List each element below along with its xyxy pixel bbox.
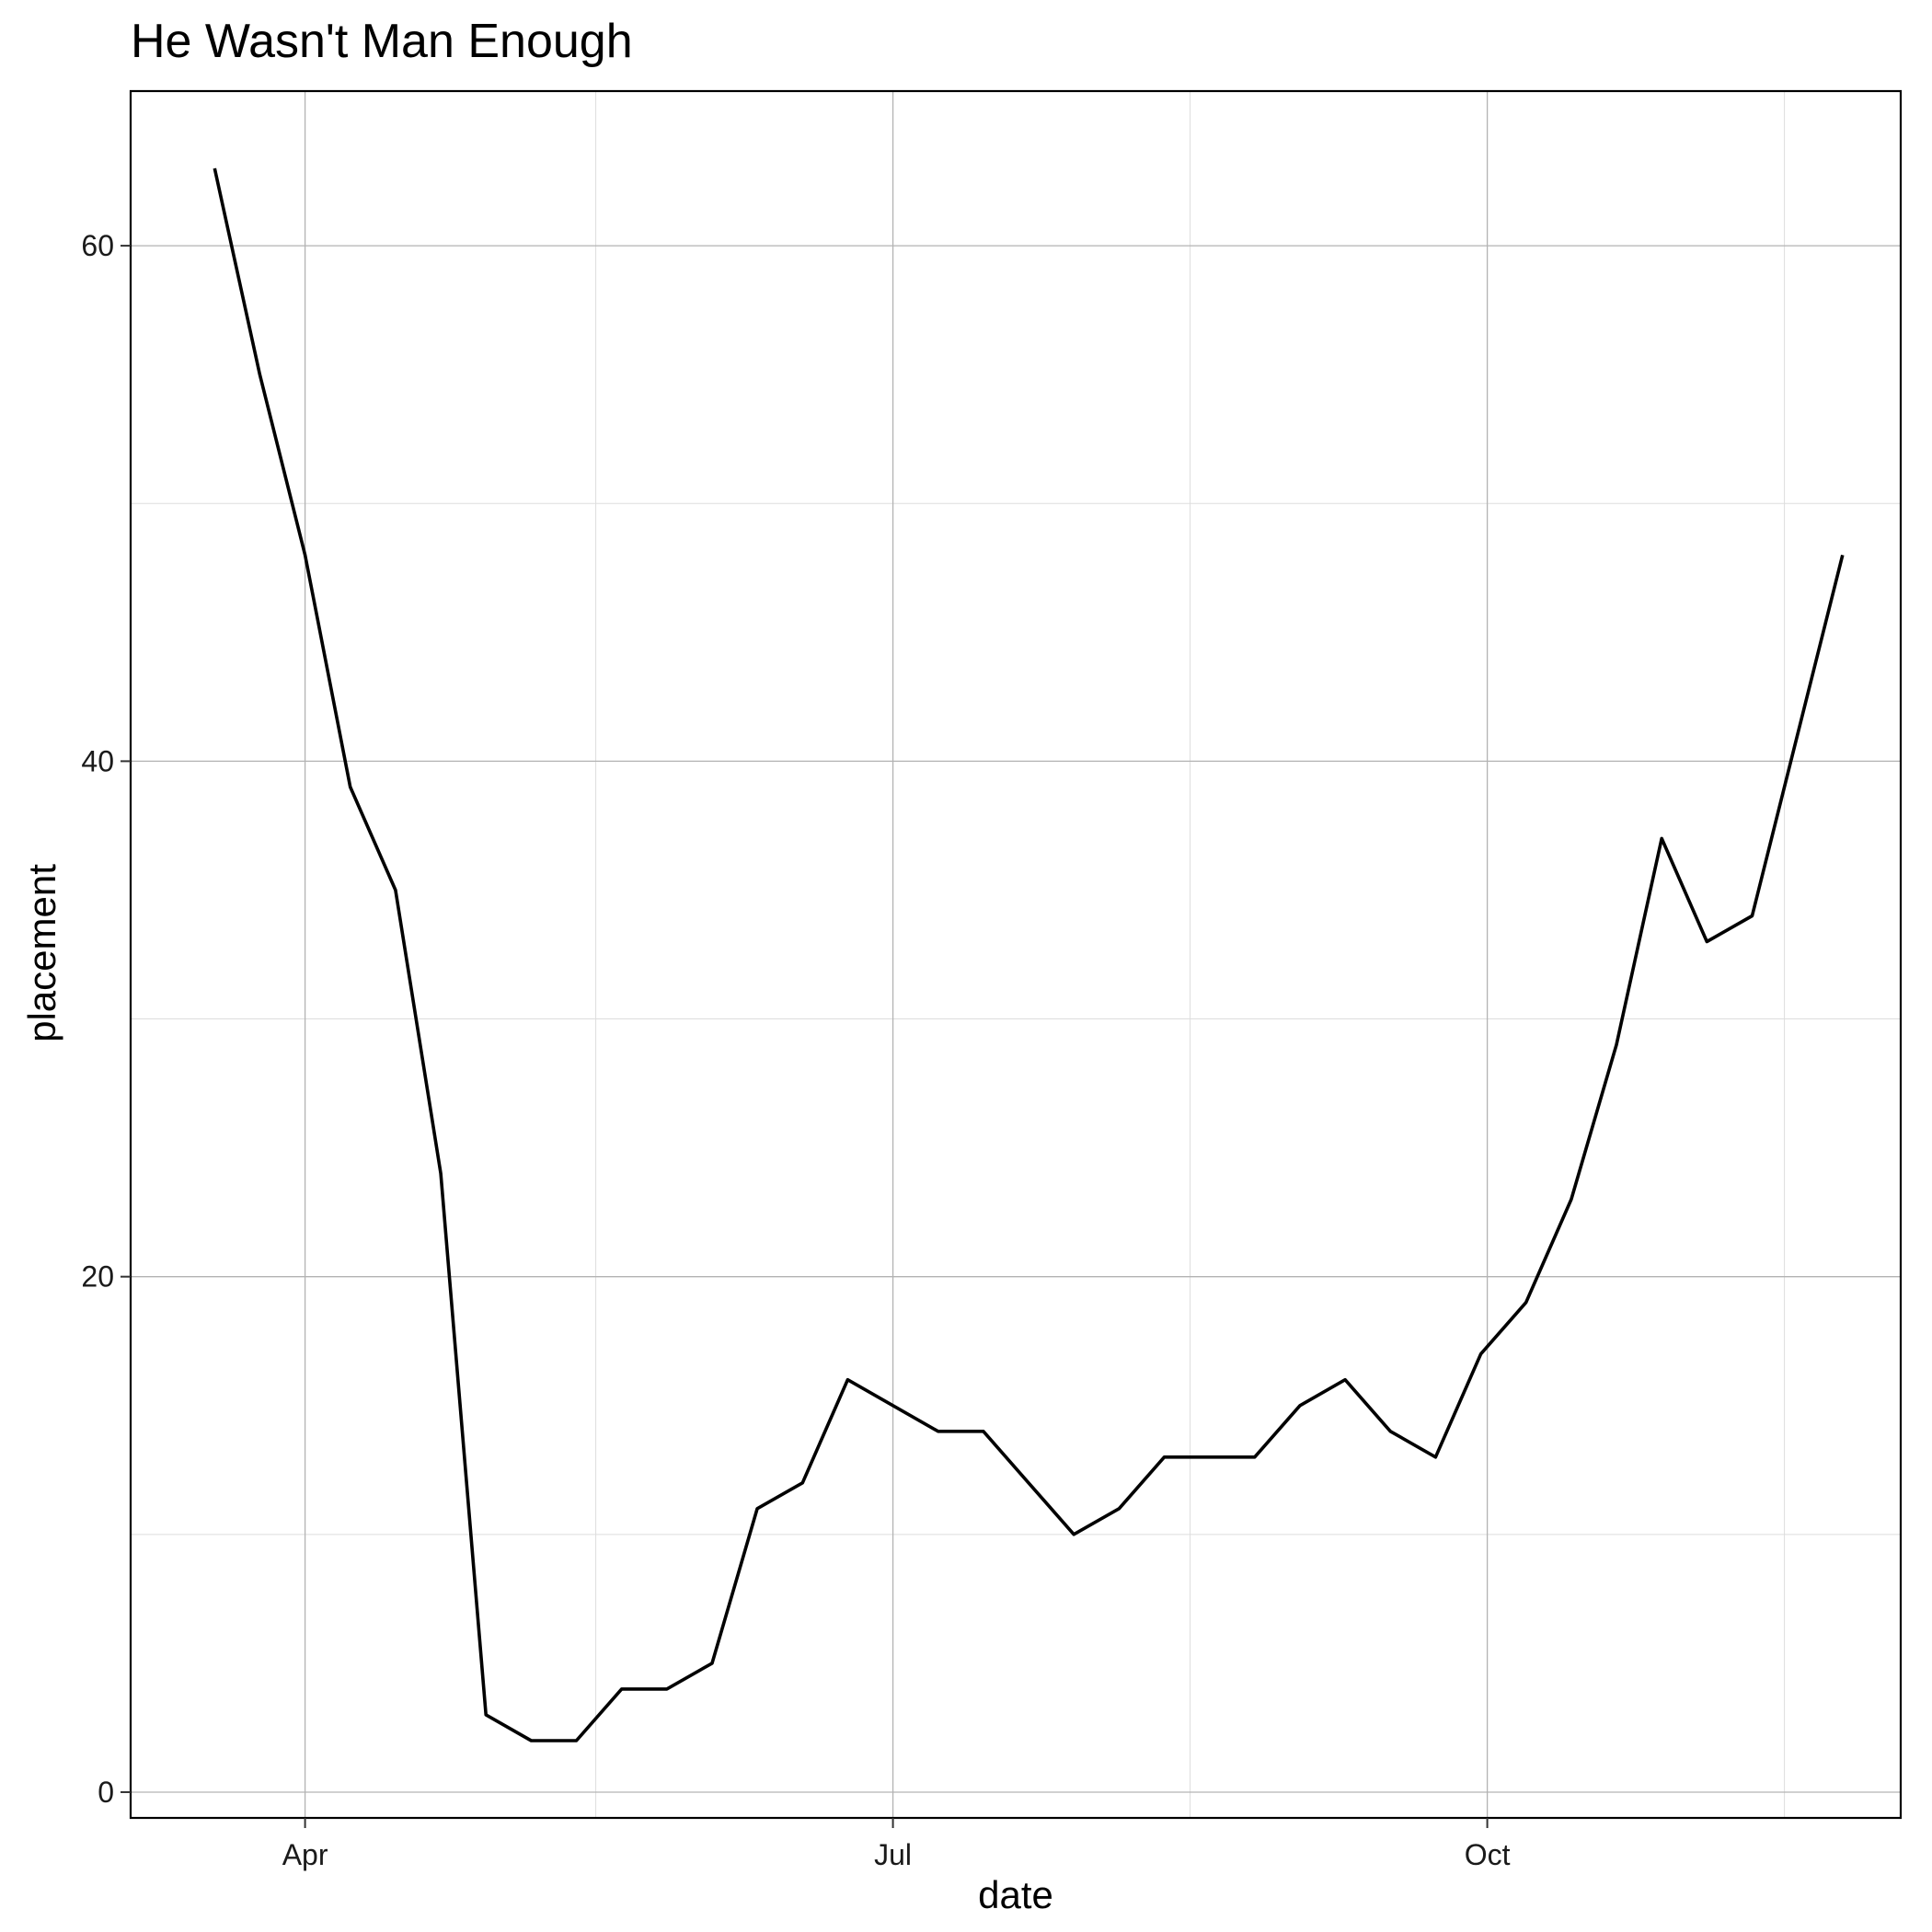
plot-panel-border: [129, 89, 1903, 1820]
minor-gridlines: [131, 91, 1901, 1818]
x-axis-title: date: [978, 1873, 1053, 1916]
y-axis-title: placement: [20, 864, 63, 1042]
major-gridlines: [131, 91, 1901, 1818]
chart-title: He Wasn't Man Enough: [131, 15, 633, 68]
x-tick-label: Oct: [1465, 1838, 1511, 1871]
y-tick-label: 0: [98, 1776, 114, 1809]
y-tick-label: 40: [81, 744, 114, 777]
axis-ticks: 0 20 40 60 Apr Jul Oct: [81, 229, 1510, 1871]
x-tick-label: Jul: [874, 1838, 912, 1871]
y-tick-label: 20: [81, 1260, 114, 1294]
y-tick-label: 60: [81, 229, 114, 262]
series-line: [213, 167, 1845, 1742]
x-tick-label: Apr: [282, 1838, 328, 1871]
